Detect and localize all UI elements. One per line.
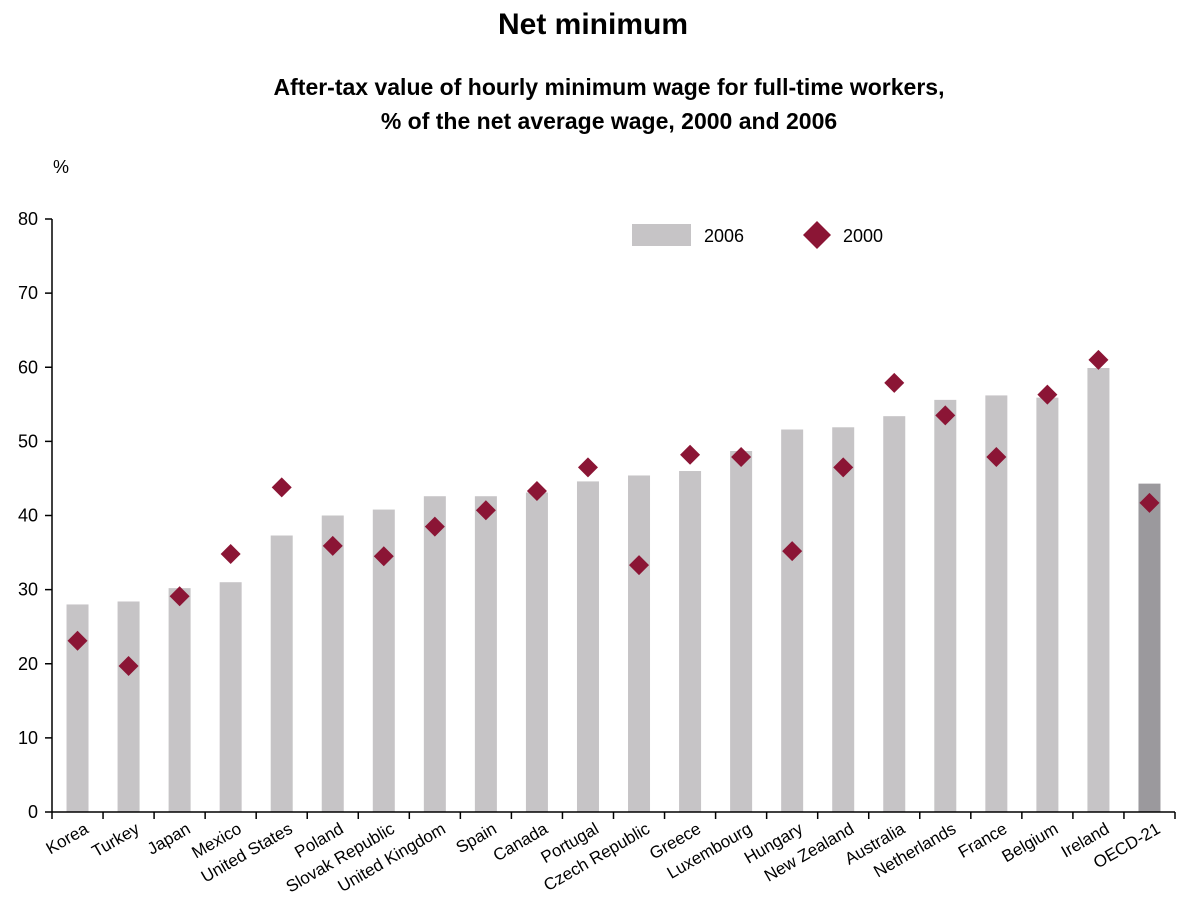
bars-2006-group: [66, 367, 1161, 812]
marker-2000-new-zealand: [833, 457, 854, 478]
y-tick-label-70: 70: [18, 283, 38, 303]
bar-2006-new-zealand: [832, 427, 855, 812]
marker-2000-portugal: [577, 457, 598, 478]
marker-2000-united-kingdom: [424, 516, 445, 537]
marker-2000-slovak-republic: [373, 546, 394, 567]
bar-2006-japan: [168, 588, 191, 812]
legend-label-2000: 2000: [843, 226, 883, 246]
chart-title: Net minimum: [497, 8, 689, 41]
marker-2000-spain: [475, 500, 496, 521]
chart-subtitle-line2: % of the net average wage, 2000 and 2006: [380, 108, 838, 134]
bar-2006-poland: [321, 515, 344, 812]
marker-2000-canada: [526, 481, 547, 502]
y-tick-label-20: 20: [18, 654, 38, 674]
bar-2006-portugal: [576, 481, 599, 812]
x-tick-label-japan: Japan: [144, 819, 194, 859]
bar-2006-czech-republic: [628, 475, 651, 812]
bar-2006-ireland: [1087, 367, 1110, 812]
bar-2006-united-states: [270, 535, 293, 812]
markers-2000-group: [67, 349, 1160, 676]
bar-2006-slovak-republic: [372, 509, 395, 812]
legend-label-2006: 2006: [704, 226, 744, 246]
bar-2006-australia: [883, 416, 906, 812]
marker-2000-france: [986, 446, 1007, 467]
y-tick-label-80: 80: [18, 209, 38, 229]
marker-2000-united-states: [271, 477, 292, 498]
marker-2000-luxembourg: [731, 446, 752, 467]
marker-2000-hungary: [782, 541, 803, 562]
x-tick-label-belgium: Belgium: [999, 819, 1062, 866]
bar-2006-united-kingdom: [423, 496, 446, 812]
bar-2006-canada: [525, 492, 548, 812]
bar-2006-mexico: [219, 582, 242, 812]
bar-2006-korea: [66, 604, 89, 812]
bar-2006-netherlands: [934, 399, 957, 812]
marker-2000-australia: [884, 372, 905, 393]
marker-2000-mexico: [220, 544, 241, 565]
marker-2000-belgium: [1037, 384, 1058, 405]
legend-swatch-2006: [632, 224, 691, 246]
marker-2000-greece: [680, 444, 701, 465]
legend: 2006 2000: [632, 221, 883, 249]
bar-2006-spain: [474, 496, 497, 812]
marker-2000-poland: [322, 535, 343, 556]
chart-subtitle-line1: After-tax value of hourly minimum wage f…: [273, 74, 945, 100]
y-tick-label-50: 50: [18, 431, 38, 451]
bar-2006-turkey: [117, 601, 140, 812]
y-tick-label-60: 60: [18, 357, 38, 377]
y-tick-label-0: 0: [28, 802, 38, 822]
bar-2006-luxembourg: [730, 451, 753, 812]
x-tick-label-korea: Korea: [43, 819, 92, 858]
bar-2006-belgium: [1036, 397, 1059, 812]
bar-2006-greece: [679, 471, 702, 812]
chart-subtitle: After-tax value of hourly minimum wage f…: [0, 70, 1186, 138]
marker-2000-netherlands: [935, 405, 956, 426]
bar-2006-hungary: [781, 429, 804, 812]
y-tick-label-40: 40: [18, 506, 38, 526]
marker-2000-korea: [67, 630, 88, 651]
marker-2000-czech-republic: [629, 555, 650, 576]
x-tick-label-turkey: Turkey: [89, 819, 143, 861]
y-tick-label-30: 30: [18, 580, 38, 600]
marker-2000-ireland: [1088, 349, 1109, 370]
marker-2000-turkey: [118, 655, 139, 676]
marker-2000-japan: [169, 586, 190, 607]
marker-2000-oecd-21: [1139, 492, 1160, 513]
legend-swatch-2000: [803, 221, 831, 249]
y-tick-label-10: 10: [18, 728, 38, 748]
bar-2006-france: [985, 395, 1008, 812]
y-axis-unit-label: %: [53, 157, 70, 177]
bar-2006-oecd-21: [1138, 483, 1161, 812]
